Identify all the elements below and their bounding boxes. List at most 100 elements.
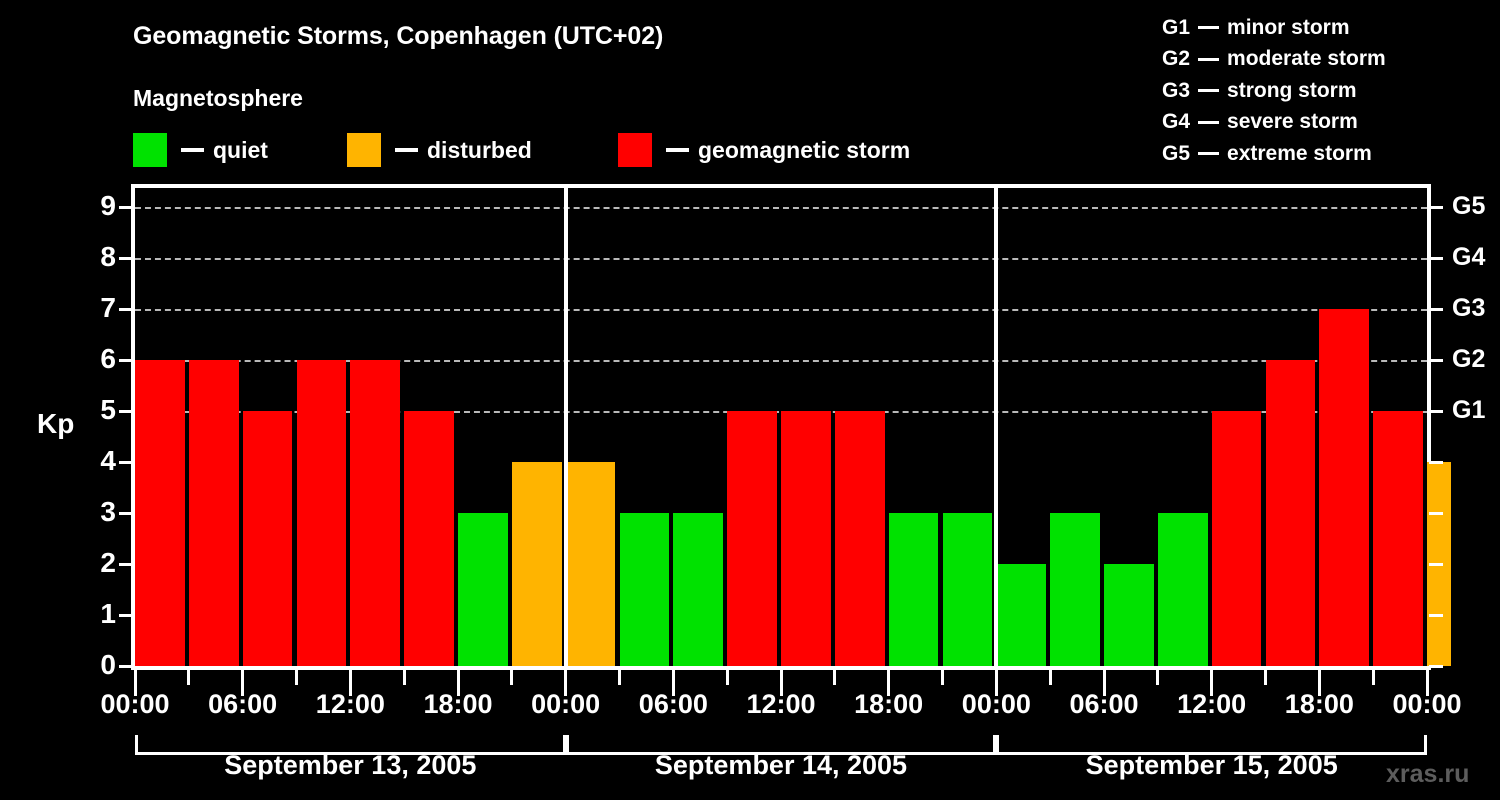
right-axis-label-g5: G5 — [1452, 191, 1486, 220]
legend-label: quiet — [213, 136, 268, 163]
bar — [565, 461, 616, 666]
bar — [511, 461, 562, 666]
gridline-kp-6 — [135, 359, 1427, 362]
bar — [1157, 512, 1208, 666]
x-tick — [671, 670, 675, 696]
x-tick — [510, 670, 514, 685]
bar — [1050, 512, 1100, 666]
plot-frame — [131, 184, 1431, 666]
g-legend-text: strong storm — [1227, 78, 1357, 102]
y-tick — [119, 511, 133, 515]
day-label: September 14, 2005 — [654, 750, 908, 780]
legend-swatch-green-icon — [133, 133, 167, 167]
bar — [1211, 410, 1262, 666]
bar — [135, 359, 185, 666]
x-tick — [187, 670, 191, 685]
gridline-kp-9 — [135, 206, 1427, 209]
right-axis-label-g4: G4 — [1452, 242, 1486, 271]
y-tick — [119, 665, 133, 668]
legend-entry-orange: disturbed — [347, 133, 532, 167]
y-tick-label: 4 — [100, 444, 116, 476]
g-legend-code: G1 — [1162, 15, 1191, 39]
x-tick — [833, 670, 837, 685]
x-tick-label: 06:00 — [208, 689, 278, 719]
g-legend-text: moderate storm — [1227, 47, 1386, 71]
gridline-kp-7 — [135, 308, 1427, 311]
legend-swatch-red-icon — [618, 133, 652, 167]
g-legend-row-g1: G1 minor storm — [1162, 12, 1492, 44]
x-tick — [994, 670, 998, 696]
bar — [458, 512, 508, 666]
x-tick-label: 00:00 — [961, 689, 1031, 719]
legend-entry-red: geomagnetic storm — [618, 133, 910, 167]
bar — [1319, 308, 1370, 666]
x-tick-label: 18:00 — [423, 689, 493, 719]
y-tick — [119, 307, 133, 311]
right-axis-tick — [1429, 613, 1443, 617]
x-tick-label: 06:00 — [1069, 689, 1139, 719]
day-bracket — [135, 735, 566, 755]
g-legend-code: G5 — [1162, 141, 1191, 165]
bar — [727, 410, 777, 666]
y-tick-label: 9 — [100, 189, 116, 221]
x-tick-label: 00:00 — [1392, 689, 1462, 719]
right-axis-tick — [1429, 511, 1443, 515]
bar — [619, 512, 670, 666]
y-tick-label: 1 — [100, 597, 116, 629]
chart-subtitle: Magnetosphere — [133, 85, 303, 111]
bar — [1104, 564, 1154, 666]
day-label: September 13, 2005 — [224, 750, 477, 780]
g-legend-code: G4 — [1162, 110, 1191, 134]
bar — [673, 512, 724, 666]
x-tick — [241, 670, 245, 696]
x-tick — [1317, 670, 1321, 696]
x-tick-label: 12:00 — [746, 689, 816, 719]
x-tick-label: 12:00 — [1177, 689, 1247, 719]
legend-dash-icon — [181, 148, 204, 152]
right-axis-tick — [1429, 562, 1443, 566]
bar-series — [135, 184, 1452, 666]
y-tick-label: 7 — [100, 291, 116, 323]
y-tick-label: 8 — [100, 240, 116, 272]
y-tick — [119, 613, 133, 617]
y-tick-label: 2 — [100, 546, 116, 578]
bar — [242, 410, 293, 666]
y-tick-label: 0 — [100, 649, 116, 680]
bar — [188, 359, 239, 666]
y-tick-label: 3 — [100, 495, 116, 527]
g-legend-row-g2: G2 moderate storm — [1162, 44, 1492, 76]
x-tick — [941, 670, 944, 685]
bar — [1265, 359, 1316, 666]
g-legend-code: G2 — [1162, 47, 1191, 71]
x-tick — [1156, 670, 1160, 685]
right-axis-tick — [1429, 205, 1443, 209]
right-axis-label-g1: G1 — [1452, 395, 1486, 424]
x-tick — [1425, 670, 1429, 696]
x-tick — [1371, 670, 1375, 685]
day-separator — [563, 184, 568, 666]
g-legend-dash-icon — [1198, 57, 1220, 61]
x-tick-label: 06:00 — [638, 689, 708, 719]
g-legend-row-g3: G3 strong storm — [1162, 75, 1492, 107]
legend-dash-icon — [395, 148, 418, 152]
legend-entry-green: quiet — [133, 133, 268, 167]
day-bracket — [996, 735, 1427, 755]
watermark: xras.ru — [1386, 760, 1470, 788]
x-tick — [1102, 670, 1106, 696]
x-tick — [133, 670, 137, 696]
y-tick — [119, 562, 133, 566]
g-legend-text: severe storm — [1227, 110, 1358, 134]
x-tick — [564, 670, 568, 696]
x-tick — [456, 670, 460, 696]
legend-label: geomagnetic storm — [698, 136, 911, 163]
day-separator — [994, 184, 999, 666]
x-tick — [1210, 670, 1214, 696]
page-title: Geomagnetic Storms, Copenhagen (UTC+02) — [133, 22, 664, 50]
legend-label: disturbed — [427, 136, 532, 163]
g-legend-dash-icon — [1198, 26, 1220, 30]
y-tick-label: 6 — [100, 342, 116, 374]
bar — [942, 512, 993, 666]
bar — [996, 564, 1047, 666]
g-legend-row-g5: G5 extreme storm — [1162, 138, 1492, 170]
x-tick-label: 18:00 — [1284, 689, 1354, 719]
